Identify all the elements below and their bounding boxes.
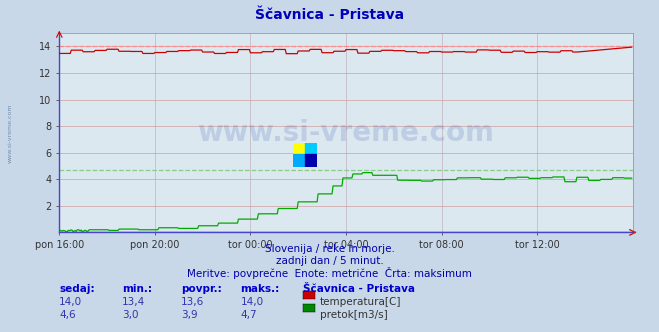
Text: pretok[m3/s]: pretok[m3/s]	[320, 310, 387, 320]
Text: min.:: min.:	[122, 284, 152, 294]
Text: 13,6: 13,6	[181, 297, 204, 307]
Text: Ščavnica - Pristava: Ščavnica - Pristava	[303, 284, 415, 294]
Text: 14,0: 14,0	[59, 297, 82, 307]
Text: www.si-vreme.com: www.si-vreme.com	[8, 103, 13, 163]
Text: povpr.:: povpr.:	[181, 284, 222, 294]
Text: 4,6: 4,6	[59, 310, 76, 320]
Text: zadnji dan / 5 minut.: zadnji dan / 5 minut.	[275, 256, 384, 266]
Text: 14,0: 14,0	[241, 297, 264, 307]
Text: Slovenija / reke in morje.: Slovenija / reke in morje.	[264, 244, 395, 254]
Text: temperatura[C]: temperatura[C]	[320, 297, 401, 307]
Text: 3,0: 3,0	[122, 310, 138, 320]
Text: www.si-vreme.com: www.si-vreme.com	[198, 119, 494, 147]
Text: 3,9: 3,9	[181, 310, 198, 320]
Text: 13,4: 13,4	[122, 297, 145, 307]
Text: Ščavnica - Pristava: Ščavnica - Pristava	[255, 8, 404, 22]
Text: sedaj:: sedaj:	[59, 284, 95, 294]
Text: 4,7: 4,7	[241, 310, 257, 320]
Text: maks.:: maks.:	[241, 284, 280, 294]
Text: Meritve: povprečne  Enote: metrične  Črta: maksimum: Meritve: povprečne Enote: metrične Črta:…	[187, 267, 472, 279]
